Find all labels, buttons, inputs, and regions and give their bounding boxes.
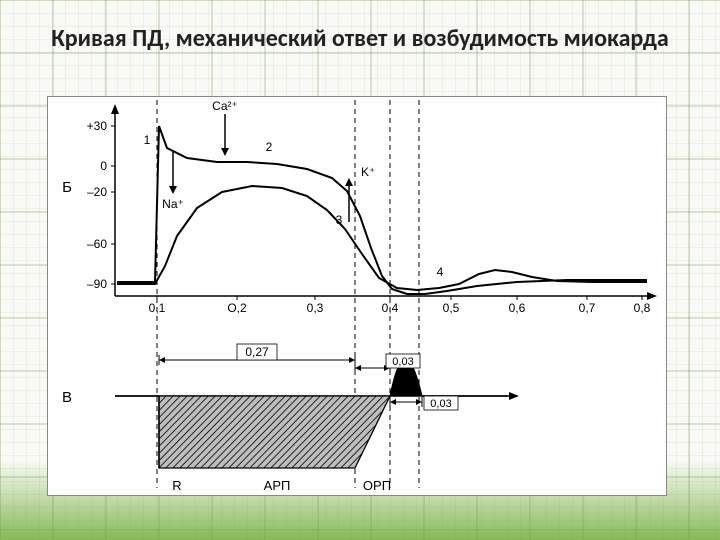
svg-text:O,2: O,2 [227,301,247,315]
page: Кривая ПД, механический ответ и возбудим… [0,0,720,540]
svg-text:Б: Б [62,179,72,196]
svg-text:0,03: 0,03 [392,356,413,368]
svg-text:0: 0 [100,159,107,173]
svg-text:4: 4 [437,265,444,279]
svg-text:+30: +30 [87,119,108,133]
svg-text:Ca²⁺: Ca²⁺ [212,99,238,113]
svg-text:–90: –90 [87,277,107,291]
svg-text:0,5: 0,5 [443,301,460,315]
svg-text:ОРП: ОРП [363,478,391,493]
svg-text:K⁺: K⁺ [361,165,375,179]
svg-text:R: R [172,478,181,493]
svg-text:–60: –60 [87,237,107,251]
svg-text:В: В [62,389,72,406]
svg-text:0,27: 0,27 [245,345,269,359]
svg-text:0,03: 0,03 [430,398,451,410]
svg-text:0,7: 0,7 [579,301,596,315]
svg-text:0,8: 0,8 [634,301,651,315]
svg-text:0,6: 0,6 [509,301,526,315]
chart-area: +300–20–60–900,1O,20,30,40,50,60,70,8Б12… [47,96,667,496]
svg-text:–20: –20 [87,185,107,199]
chart-svg: +300–20–60–900,1O,20,30,40,50,60,70,8Б12… [47,96,667,496]
svg-text:0,3: 0,3 [307,301,324,315]
svg-text:Na⁺: Na⁺ [162,197,184,211]
svg-text:АРП: АРП [264,478,291,493]
page-title: Кривая ПД, механический ответ и возбудим… [0,24,720,53]
svg-text:2: 2 [266,140,273,154]
svg-text:3: 3 [336,213,343,227]
svg-text:1: 1 [144,133,151,147]
